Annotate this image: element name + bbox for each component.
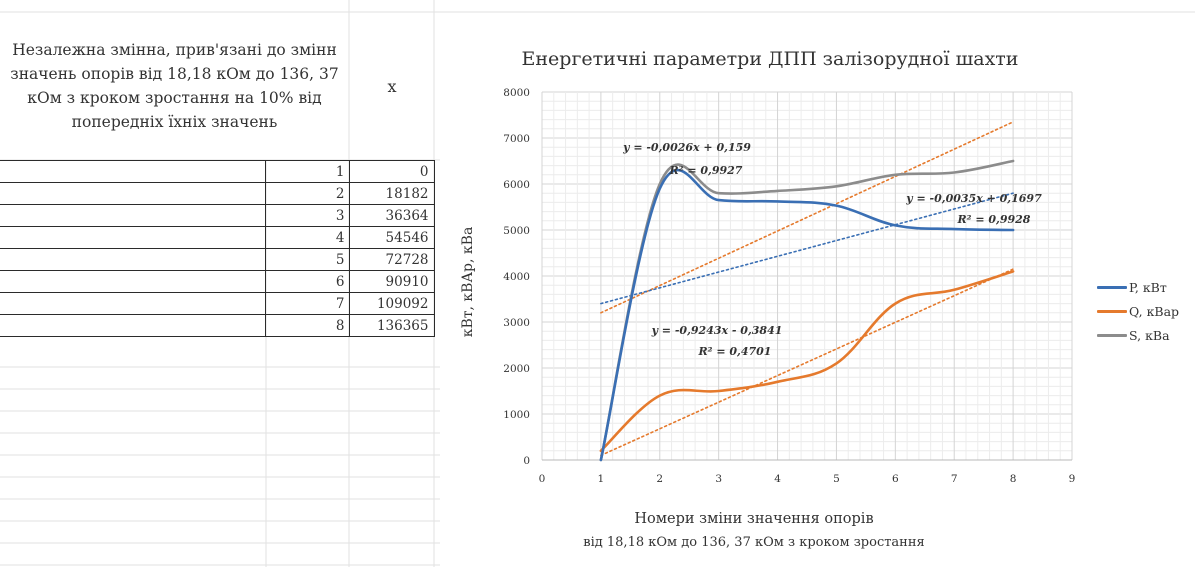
trend-equation-s-r2: R² = 0,9927	[669, 164, 743, 177]
legend-label-q: Q, кВар	[1129, 303, 1180, 319]
series-line-p[interactable]	[599, 168, 1015, 462]
y-tick-label: 0	[523, 455, 530, 467]
y-tick-label: 2000	[503, 363, 530, 375]
trend-equation-s: y = -0,0026x + 0,159 R² = 0,9927	[622, 141, 751, 177]
chart-object[interactable]: Енергетичні параметри ДПП залізорудної ш…	[442, 14, 1195, 567]
table-cell-index[interactable]: 4	[265, 226, 350, 249]
data-table: 1 0 2 18182 3 36364 4 54546 5 72728	[0, 160, 435, 337]
legend-item-s[interactable]: S, кВа	[1097, 323, 1195, 347]
series-line-s[interactable]	[599, 159, 1015, 462]
x-tick-label: 8	[1010, 473, 1017, 485]
trendline	[600, 192, 1014, 305]
table-cell-empty[interactable]	[0, 292, 266, 315]
table-row: 7 109092	[0, 292, 435, 315]
table-cell-x[interactable]: 54546	[349, 226, 435, 249]
chart-legend: P, кВт Q, кВар S, кВа	[1097, 275, 1195, 347]
table-row: 8 136365	[0, 314, 435, 337]
trend-equation-p-r2: R² = 0,9928	[957, 213, 1031, 226]
table-cell-empty[interactable]	[0, 182, 266, 205]
chart-title: Енергетичні параметри ДПП залізорудної ш…	[522, 48, 1019, 70]
table-cell-x[interactable]: 36364	[349, 204, 435, 227]
table-cell-empty[interactable]	[0, 270, 266, 293]
table-cell-x[interactable]: 109092	[349, 292, 435, 315]
table-cell-index[interactable]: 5	[265, 248, 350, 271]
trendline	[600, 121, 1014, 314]
chart-series	[599, 159, 1015, 462]
legend-label-s: S, кВа	[1129, 327, 1170, 343]
trend-equation-s-eq: y = -0,0026x + 0,159	[622, 141, 751, 154]
y-tick-label: 8000	[503, 87, 530, 99]
trend-equation-q: y = -0,9243x - 0,3841 R² = 0,4701	[651, 324, 783, 358]
y-tick-label: 4000	[503, 271, 530, 283]
table-cell-x[interactable]: 72728	[349, 248, 435, 271]
x-tick-label: 6	[892, 473, 899, 485]
table-cell-index[interactable]: 8	[265, 314, 350, 337]
legend-swatch-p	[1097, 285, 1127, 289]
table-cell-x[interactable]: 18182	[349, 182, 435, 205]
table-cell-empty[interactable]	[0, 204, 266, 227]
trend-equation-q-eq: y = -0,9243x - 0,3841	[651, 324, 783, 337]
legend-item-q[interactable]: Q, кВар	[1097, 299, 1195, 323]
table-cell-index[interactable]: 6	[265, 270, 350, 293]
table-cell-empty[interactable]	[0, 314, 266, 337]
y-tick-label: 5000	[503, 225, 530, 237]
x-tick-label: 1	[598, 473, 605, 485]
x-tick-label: 9	[1069, 473, 1076, 485]
legend-label-p: P, кВт	[1129, 279, 1167, 295]
x-tick-label: 3	[715, 473, 722, 485]
y-axis-label: кВт, кВАр, кВа	[460, 227, 476, 338]
table-header-description[interactable]: Незалежна змінна, прив'язані до змінн зн…	[10, 41, 339, 131]
y-tick-label: 3000	[503, 317, 530, 329]
x-axis-label-line2: від 18,18 кОм до 136, 37 кОм з кроком зр…	[583, 535, 924, 550]
chart-trendlines	[600, 121, 1014, 457]
x-axis-label-line1: Номери зміни значення опорів	[634, 511, 873, 527]
table-row: 6 90910	[0, 270, 435, 293]
table-row: 1 0	[0, 160, 435, 183]
table-header-x[interactable]: x	[387, 76, 397, 96]
legend-swatch-q	[1097, 309, 1127, 313]
y-tick-label: 6000	[503, 179, 530, 191]
table-cell-index[interactable]: 3	[265, 204, 350, 227]
table-cell-index[interactable]: 1	[265, 160, 350, 183]
table-cell-index[interactable]: 7	[265, 292, 350, 315]
table-cell-empty[interactable]	[0, 226, 266, 249]
trendline	[600, 268, 1014, 457]
legend-item-p[interactable]: P, кВт	[1097, 275, 1195, 299]
y-tick-label: 1000	[503, 409, 530, 421]
table-row: 2 18182	[0, 182, 435, 205]
chart-grid	[541, 91, 1073, 461]
table-row: 4 54546	[0, 226, 435, 249]
table-cell-empty[interactable]	[0, 160, 266, 183]
table-cell-x[interactable]: 0	[349, 160, 435, 183]
x-tick-label: 5	[833, 473, 840, 485]
table-row: 3 36364	[0, 204, 435, 227]
chart-axes: 0 1000 2000 3000 4000 5000 6000 7000 8000 0 1 2 3 4 5 6…	[503, 87, 1075, 485]
legend-swatch-s	[1097, 333, 1127, 337]
chart-svg: Енергетичні параметри ДПП залізорудної ш…	[460, 48, 1075, 550]
table-row: 5 72728	[0, 248, 435, 271]
series-line-q[interactable]	[599, 270, 1015, 453]
x-tick-label: 7	[951, 473, 958, 485]
table-cell-x[interactable]: 136365	[349, 314, 435, 337]
x-tick-label: 0	[539, 473, 546, 485]
x-tick-label: 4	[774, 473, 781, 485]
trend-equation-p: y = -0,0035x + 0,1697 R² = 0,9928	[905, 192, 1042, 226]
table-cell-x[interactable]: 90910	[349, 270, 435, 293]
y-tick-label: 7000	[503, 133, 530, 145]
x-tick-label: 2	[656, 473, 663, 485]
trend-equation-p-eq: y = -0,0035x + 0,1697	[905, 192, 1042, 205]
table-cell-empty[interactable]	[0, 248, 266, 271]
trend-equation-q-r2: R² = 0,4701	[698, 345, 772, 358]
table-cell-index[interactable]: 2	[265, 182, 350, 205]
